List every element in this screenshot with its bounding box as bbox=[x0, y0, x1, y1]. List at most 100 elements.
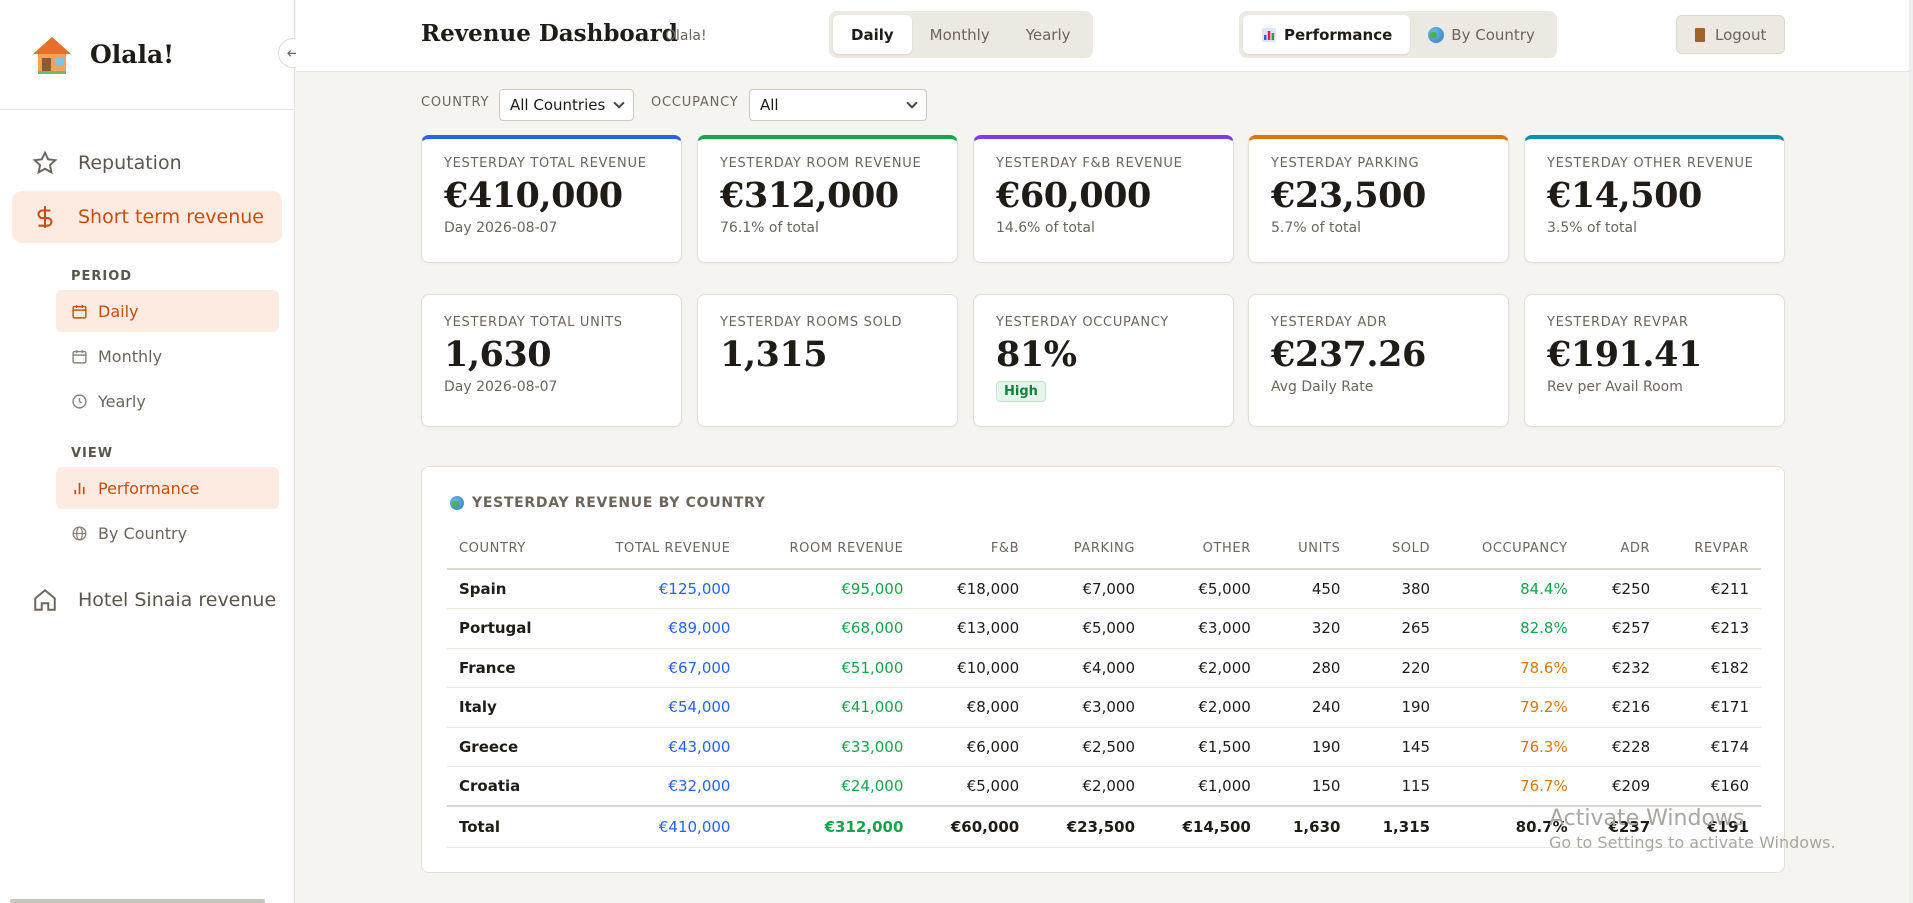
tab-daily[interactable]: Daily bbox=[833, 15, 912, 54]
table-cell: €32,000 bbox=[568, 766, 743, 807]
table-cell: 76.7% bbox=[1442, 766, 1580, 807]
kpi-sub: 76.1% of total bbox=[720, 220, 819, 236]
kpi-value: €191.41 bbox=[1547, 334, 1702, 375]
revenue-by-country-panel: YESTERDAY REVENUE BY COUNTRY COUNTRY TOTA… bbox=[421, 466, 1785, 873]
table-cell: €209 bbox=[1579, 766, 1663, 807]
kpi-label: Yesterday ADR bbox=[1271, 315, 1388, 330]
total-cell: Total bbox=[447, 805, 569, 848]
table-cell: €68,000 bbox=[742, 608, 916, 649]
bar-chart-icon bbox=[1262, 27, 1276, 42]
kpi-label: Yesterday Parking bbox=[1271, 156, 1420, 171]
column-header[interactable]: ADR bbox=[1579, 529, 1663, 570]
table-row: Italy €54,000 €41,000 €8,000 €3,000 €2,000 240… bbox=[447, 687, 1761, 728]
nav-daily[interactable]: Daily bbox=[56, 290, 279, 332]
table-row: Portugal €89,000 €68,000 €13,000 €5,000 €3,00… bbox=[447, 608, 1761, 649]
header: Revenue Dashboard Olala! Daily Monthly Y… bbox=[296, 0, 1913, 72]
table-row: France €67,000 €51,000 €10,000 €4,000 €2,000 2… bbox=[447, 648, 1761, 688]
column-header[interactable]: OCCUPANCY bbox=[1442, 529, 1580, 570]
tab-by-country[interactable]: By Country bbox=[1410, 15, 1553, 54]
table-total-row: Total €410,000 €312,000 €60,000 €23,500 €14,5… bbox=[447, 805, 1761, 848]
column-header[interactable]: PARKING bbox=[1031, 529, 1148, 570]
total-cell: 1,630 bbox=[1262, 805, 1353, 848]
table-cell: €41,000 bbox=[742, 687, 916, 728]
total-cell: €191 bbox=[1662, 805, 1761, 848]
column-header[interactable]: REVPAR bbox=[1662, 529, 1761, 570]
total-cell: €14,500 bbox=[1147, 805, 1263, 848]
windows-activation-watermark: Activate Windows Go to Settings to activ… bbox=[1549, 806, 1836, 852]
table-body: Spain €125,000 €95,000 €18,000 €7,000 €5,000 4… bbox=[447, 569, 1761, 848]
table-cell: €160 bbox=[1662, 766, 1761, 807]
calendar-icon bbox=[72, 304, 87, 319]
total-cell: €237 bbox=[1579, 805, 1663, 848]
tab-monthly[interactable]: Monthly bbox=[929, 25, 990, 44]
country-select-value: All Countries bbox=[510, 96, 606, 114]
sidebar-scrollbar[interactable] bbox=[10, 899, 265, 903]
country-name-cell: Greece bbox=[447, 727, 569, 767]
nav-hotel-sinaia-revenue-label: Hotel Sinaia revenue bbox=[78, 589, 277, 611]
column-header[interactable]: F&B bbox=[915, 529, 1032, 570]
nav-monthly[interactable]: Monthly bbox=[56, 335, 279, 377]
nav-hotel-sinaia-revenue[interactable]: Hotel Sinaia revenue bbox=[12, 574, 282, 626]
kpi-label: Yesterday F&B Revenue bbox=[996, 156, 1183, 171]
table-cell: €174 bbox=[1662, 727, 1761, 767]
column-header[interactable]: OTHER bbox=[1147, 529, 1263, 570]
table-cell: €10,000 bbox=[915, 648, 1032, 688]
table-cell: €216 bbox=[1579, 687, 1663, 728]
table-cell: €3,000 bbox=[1147, 608, 1263, 649]
occupancy-select[interactable]: All bbox=[749, 89, 927, 121]
clock-icon bbox=[72, 393, 87, 409]
table-cell: 265 bbox=[1352, 608, 1443, 649]
nav-performance-label: Performance bbox=[98, 478, 200, 498]
kpi-total-revenue-card: Yesterday Total Revenue €410,000 Day 202… bbox=[421, 135, 682, 263]
nav-yearly[interactable]: Yearly bbox=[56, 380, 279, 422]
nav-reputation-label: Reputation bbox=[78, 152, 182, 174]
kpi-other-revenue-card: Yesterday Other Revenue €14,500 3.5% of … bbox=[1524, 135, 1785, 263]
door-icon bbox=[1695, 27, 1705, 42]
table-cell: €213 bbox=[1662, 608, 1761, 649]
chevron-down-icon bbox=[906, 97, 918, 109]
logout-button[interactable]: Logout bbox=[1676, 15, 1786, 54]
table-cell: 150 bbox=[1262, 766, 1353, 807]
kpi-occupancy-card: Yesterday Occupancy 81% High bbox=[973, 294, 1234, 427]
tab-performance-label: Performance bbox=[1284, 25, 1393, 44]
nav-reputation[interactable]: Reputation bbox=[12, 137, 282, 189]
table-row: Greece €43,000 €33,000 €6,000 €2,500 €1,500 19… bbox=[447, 727, 1761, 767]
column-header[interactable]: SOLD bbox=[1352, 529, 1443, 570]
column-header[interactable]: ROOM REVENUE bbox=[742, 529, 916, 570]
table-cell: €2,000 bbox=[1147, 687, 1263, 728]
globe-icon bbox=[450, 496, 464, 510]
table-cell: 220 bbox=[1352, 648, 1443, 688]
table-cell: €257 bbox=[1579, 608, 1663, 649]
brand: Olala! ← bbox=[0, 0, 308, 110]
table-cell: €3,000 bbox=[1031, 687, 1148, 728]
table-cell: €51,000 bbox=[742, 648, 916, 688]
table-cell: €125,000 bbox=[568, 569, 743, 609]
tab-yearly[interactable]: Yearly bbox=[1025, 25, 1071, 44]
table-cell: €171 bbox=[1662, 687, 1761, 728]
table-cell: €1,500 bbox=[1147, 727, 1263, 767]
table-cell: €13,000 bbox=[915, 608, 1032, 649]
country-select[interactable]: All Countries bbox=[499, 89, 634, 121]
column-header[interactable]: COUNTRY bbox=[447, 529, 569, 570]
kpi-sub: Day 2026-08-07 bbox=[444, 379, 558, 395]
watermark-line1: Activate Windows bbox=[1549, 806, 1745, 831]
nav-yearly-label: Yearly bbox=[98, 391, 146, 411]
table-cell: €24,000 bbox=[742, 766, 916, 807]
globe-icon bbox=[1428, 26, 1445, 43]
nav-performance[interactable]: Performance bbox=[56, 467, 279, 509]
column-header[interactable]: UNITS bbox=[1262, 529, 1353, 570]
kpi-sub: Avg Daily Rate bbox=[1271, 379, 1374, 395]
tab-performance[interactable]: Performance bbox=[1243, 15, 1411, 54]
table-cell: €211 bbox=[1662, 569, 1761, 609]
nav-daily-label: Daily bbox=[98, 301, 139, 321]
view-section-label: VIEW bbox=[71, 446, 114, 461]
nav-short-term-revenue[interactable]: Short term revenue bbox=[12, 191, 282, 243]
nav-by-country[interactable]: By Country bbox=[56, 512, 279, 554]
total-cell: €312,000 bbox=[742, 805, 916, 848]
panel-title: YESTERDAY REVENUE BY COUNTRY bbox=[450, 495, 766, 511]
page-scrollbar[interactable] bbox=[1909, 0, 1913, 903]
table-cell: €250 bbox=[1579, 569, 1663, 609]
column-header[interactable]: TOTAL REVENUE bbox=[568, 529, 743, 570]
kpi-label: Yesterday Rooms Sold bbox=[720, 315, 903, 330]
table-cell: 84.4% bbox=[1442, 569, 1580, 609]
